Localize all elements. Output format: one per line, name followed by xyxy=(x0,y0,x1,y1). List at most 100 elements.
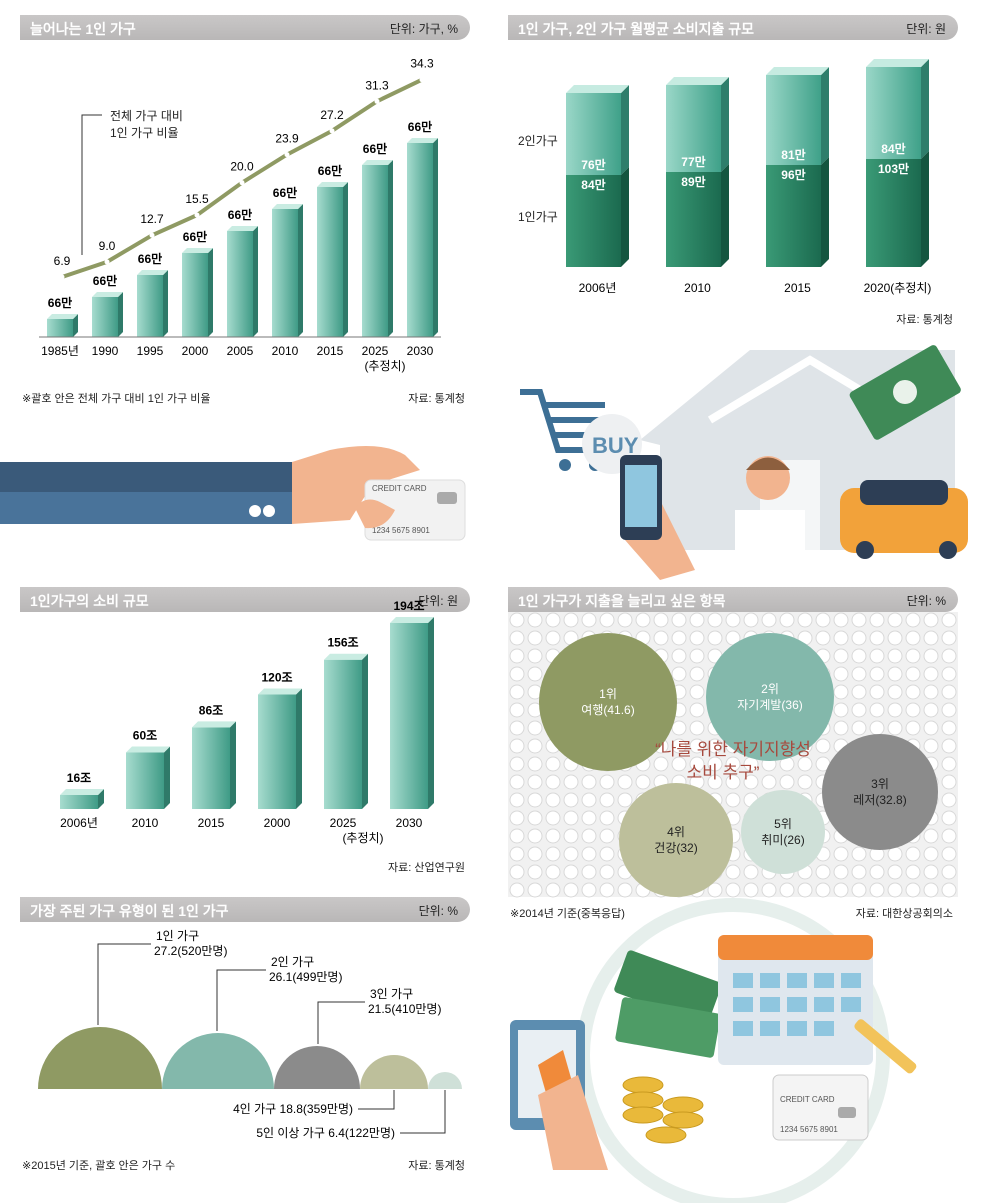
bg-dot xyxy=(563,864,579,880)
bg-dot xyxy=(923,864,939,880)
bar-1person xyxy=(666,164,729,267)
bg-dot xyxy=(905,864,921,880)
bar-label: 66만 xyxy=(93,273,117,288)
bar-1person xyxy=(866,151,929,267)
bubble xyxy=(619,783,733,897)
bg-dot xyxy=(887,612,903,628)
illustration-money-calendar: CREDIT CARD 1234 5675 8901 xyxy=(508,898,958,1203)
ratio-label: 27.2 xyxy=(320,108,344,122)
bar xyxy=(407,138,438,337)
footnote: ※2014년 기준(중복응답) xyxy=(510,908,625,920)
bg-dot xyxy=(563,810,579,826)
bg-dot xyxy=(725,756,741,772)
x-tick-label: 2025 xyxy=(362,344,389,358)
bg-dot xyxy=(797,756,813,772)
bg-dot xyxy=(545,792,561,808)
bg-dot xyxy=(833,702,849,718)
bg-dot xyxy=(563,612,579,628)
value-label-2person: 77만 xyxy=(681,154,705,169)
bg-dot xyxy=(761,882,777,898)
bg-dot xyxy=(599,792,615,808)
bg-dot xyxy=(509,630,525,646)
bg-dot xyxy=(599,864,615,880)
panel-title: 1인가구의 소비 규모 xyxy=(30,593,149,609)
bg-dot xyxy=(869,720,885,736)
bg-dot xyxy=(635,774,651,790)
ratio-point xyxy=(329,128,335,134)
bg-dot xyxy=(905,720,921,736)
bg-dot xyxy=(671,630,687,646)
bg-dot xyxy=(887,630,903,646)
source: 자료: 산업연구원 xyxy=(388,862,465,874)
bg-dot xyxy=(689,720,705,736)
bg-dot xyxy=(815,864,831,880)
bg-dot xyxy=(941,756,957,772)
card-hand-illustration: CREDIT CARD 1234 5675 8901 xyxy=(0,446,466,541)
bg-dot xyxy=(923,882,939,898)
bar-label: 66만 xyxy=(273,185,297,200)
bg-dot xyxy=(653,630,669,646)
bar xyxy=(92,292,123,337)
bg-dot xyxy=(581,792,597,808)
bar xyxy=(47,314,78,337)
bg-dot xyxy=(725,864,741,880)
bg-dot xyxy=(563,792,579,808)
bg-dot xyxy=(545,756,561,772)
legend-text-2: 1인 가구 비율 xyxy=(110,126,179,140)
legend-text-1: 전체 가구 대비 xyxy=(110,109,183,123)
bg-dot xyxy=(869,666,885,682)
bg-dot xyxy=(509,702,525,718)
panel-consumption-scale: 1인가구의 소비 규모 단위: 원 16조 2006년 60조 2010 86조 2015… xyxy=(20,587,470,877)
bg-dot xyxy=(527,648,543,664)
row-label-1person: 1인가구 xyxy=(518,210,558,224)
source: 자료: 대한상공회의소 xyxy=(855,908,953,920)
bg-dot xyxy=(905,846,921,862)
item-label: 4인 가구 18.8(359만명) xyxy=(233,1102,353,1116)
bg-dot xyxy=(671,756,687,772)
bg-dot xyxy=(887,684,903,700)
bg-dot xyxy=(905,612,921,628)
card-number: 1234 5675 8901 xyxy=(372,526,430,535)
bubble-rank: 2위 xyxy=(761,682,779,696)
bg-dot xyxy=(851,702,867,718)
panel-spending-wishes: 1인 가구가 지출을 늘리고 싶은 항목 단위: % 1위 여행(41.6) 2위 자… xyxy=(508,587,958,920)
bg-dot xyxy=(779,774,795,790)
semicircle xyxy=(274,1046,360,1089)
bg-dot xyxy=(527,666,543,682)
source: 자료: 통계청 xyxy=(896,314,953,326)
label-connector xyxy=(400,1090,446,1134)
bg-dot xyxy=(761,774,777,790)
bar xyxy=(182,248,213,337)
bg-dot xyxy=(905,630,921,646)
x-tick-label: 2030 xyxy=(407,344,434,358)
bg-dot xyxy=(833,648,849,664)
bubble-rank: 5위 xyxy=(774,817,792,831)
bg-dot xyxy=(941,702,957,718)
bg-dot xyxy=(509,756,525,772)
bg-dot xyxy=(833,612,849,628)
bar-2person xyxy=(566,85,629,175)
panel-header: 1인 가구, 2인 가구 월평균 소비지출 규모 단위: 원 xyxy=(508,15,958,40)
x-tick-label: 1990 xyxy=(92,344,119,358)
illustration-card-payment: CREDIT CARD 1234 5675 8901 xyxy=(0,440,480,550)
ratio-label: 34.3 xyxy=(410,57,434,71)
bg-dot xyxy=(887,720,903,736)
ratio-point xyxy=(419,77,425,83)
footnote: ※괄호 안은 전체 가구 대비 1인 가구 비율 xyxy=(22,393,211,405)
bg-dot xyxy=(905,882,921,898)
semicircle xyxy=(162,1033,274,1089)
bg-dot xyxy=(617,612,633,628)
bg-dot xyxy=(725,612,741,628)
bar xyxy=(126,746,170,809)
bg-dot xyxy=(923,684,939,700)
x-tick-label: 2015 xyxy=(784,281,811,295)
bar xyxy=(60,789,104,809)
bg-dot xyxy=(815,612,831,628)
panel-unit: 단위: 원 xyxy=(906,22,946,36)
x-tick-label: 2000 xyxy=(182,344,209,358)
footnote: ※2015년 기준, 괄호 안은 가구 수 xyxy=(22,1160,176,1172)
value-label-2person: 76만 xyxy=(581,157,605,172)
bg-dot xyxy=(851,612,867,628)
bg-dot xyxy=(545,630,561,646)
bg-dot xyxy=(833,630,849,646)
